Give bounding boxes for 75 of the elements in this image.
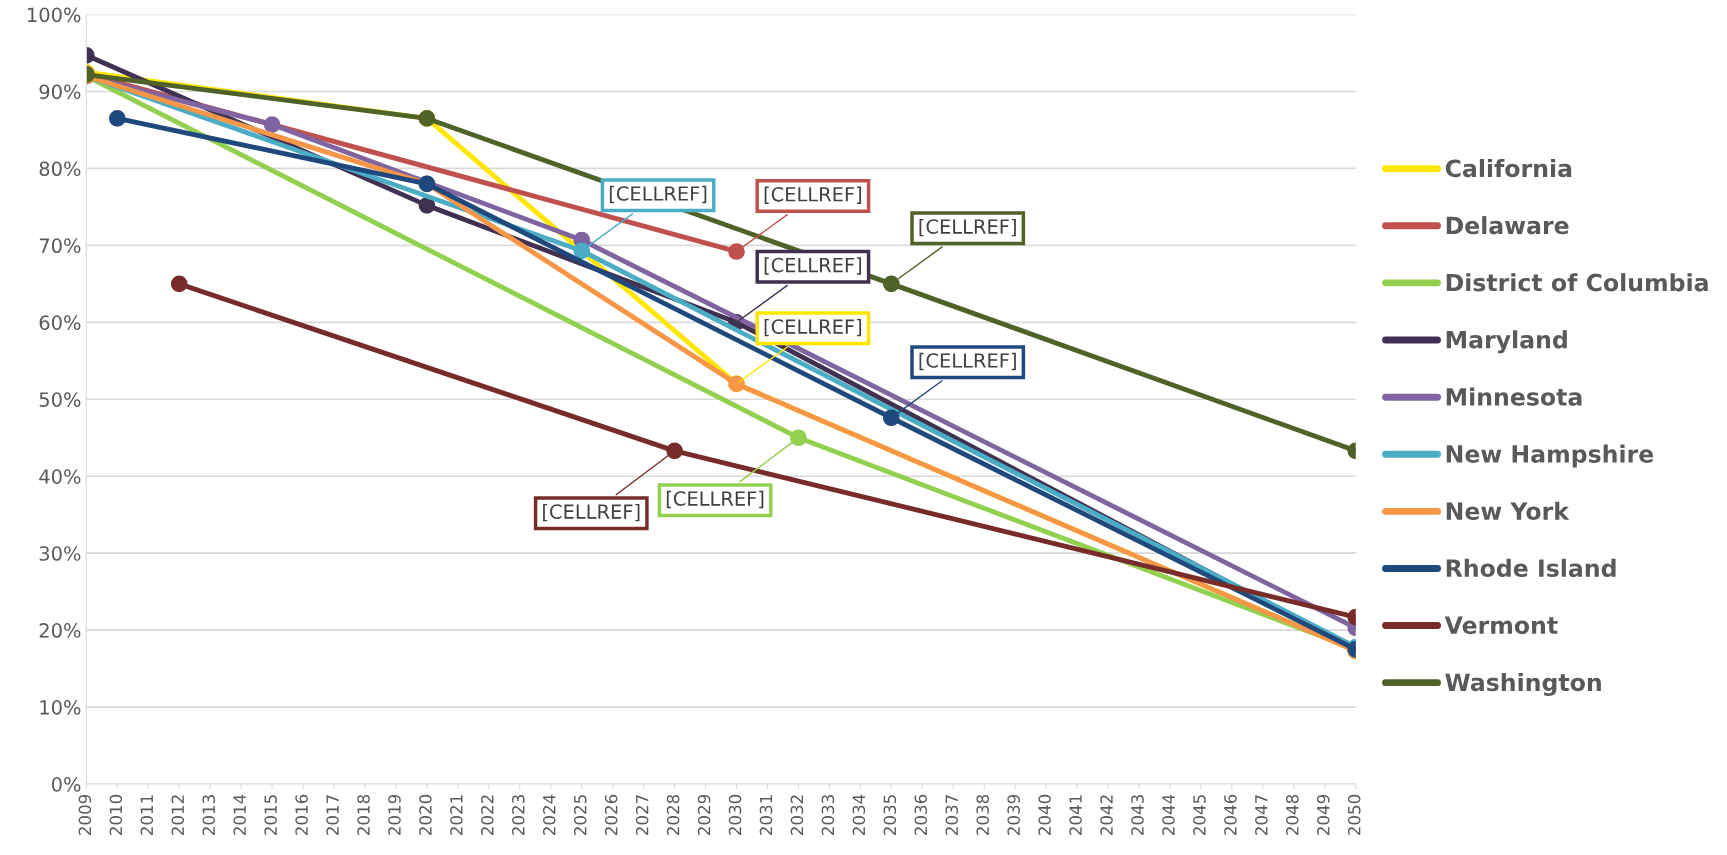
- x-tick-label: 2050: [1347, 794, 1361, 835]
- point: [790, 429, 807, 447]
- x-tick-label: 2038: [976, 794, 990, 835]
- legend-label: New York: [1446, 501, 1570, 520]
- legend-label: Delaware: [1446, 216, 1569, 235]
- legend-label: District of Columbia: [1446, 273, 1708, 292]
- x-tick-label: 2035: [883, 795, 897, 835]
- x-tick-label: 2026: [604, 794, 618, 835]
- y-tick-label: 80%: [39, 161, 81, 177]
- y-tick-label: 70%: [39, 238, 81, 254]
- data-label: [CELLREF]: [764, 257, 862, 275]
- legend-label: New Hampshire: [1446, 444, 1654, 468]
- x-tick-label: 2010: [109, 794, 123, 835]
- x-tick-label: 2012: [171, 795, 185, 835]
- x-tick-label: 2049: [1316, 794, 1330, 835]
- y-tick-label: 10%: [40, 700, 81, 715]
- x-tick-label: 2044: [1162, 794, 1175, 835]
- legend-label: Rhode Island: [1446, 558, 1616, 578]
- x-tick-label: 2013: [202, 795, 216, 835]
- x-tick-label: 2025: [573, 795, 587, 835]
- legend-label: Washington: [1445, 672, 1601, 696]
- data-label: [CELLREF]: [919, 218, 1016, 237]
- data-label: [CELLREF]: [764, 318, 862, 337]
- y-tick-label: 0%: [51, 776, 81, 792]
- x-tick-label: 2033: [821, 795, 835, 835]
- data-label: [CELLREF]: [666, 490, 764, 509]
- legend-label: California: [1445, 159, 1572, 178]
- x-tick-label: 2046: [1224, 794, 1237, 835]
- x-tick-label: 2028: [666, 794, 680, 835]
- x-tick-label: 2048: [1286, 794, 1299, 835]
- x-tick-label: 2029: [697, 794, 711, 835]
- y-tick-label: 100%: [28, 7, 81, 23]
- x-tick-label: 2015: [264, 795, 277, 835]
- legend-label: Minnesota: [1446, 387, 1582, 406]
- x-tick-label: 2032: [790, 795, 804, 835]
- legend-label: Maryland: [1446, 330, 1567, 354]
- legend-label: Vermont: [1444, 616, 1558, 635]
- x-tick-label: 2047: [1255, 795, 1268, 835]
- data-label: [CELLREF]: [764, 186, 862, 204]
- y-tick-label: 30%: [39, 546, 81, 561]
- data-label: [CELLREF]: [919, 352, 1016, 371]
- x-tick-label: 2037: [945, 795, 959, 835]
- y-tick-label: 60%: [39, 315, 81, 330]
- x-tick-label: 2024: [542, 794, 556, 835]
- x-tick-label: 2009: [78, 794, 92, 835]
- x-tick-label: 2021: [450, 795, 463, 835]
- x-tick-label: 2040: [1038, 794, 1051, 835]
- x-tick-label: 2039: [1007, 794, 1020, 835]
- x-tick-label: 2045: [1193, 795, 1206, 835]
- x-tick-label: 2043: [1131, 795, 1144, 835]
- x-tick-label: 2034: [852, 794, 866, 835]
- x-tick-label: 2014: [233, 794, 246, 835]
- data-label: [CELLREF]: [543, 503, 640, 522]
- y-tick-label: 90%: [39, 84, 81, 100]
- x-tick-label: 2041: [1069, 795, 1082, 835]
- point: [882, 409, 900, 427]
- x-tick-label: 2027: [635, 795, 649, 835]
- x-tick-label: 2019: [388, 794, 401, 835]
- x-tick-label: 2031: [759, 795, 773, 835]
- point: [418, 197, 436, 214]
- x-tick-label: 2016: [295, 794, 308, 835]
- y-tick-label: 50%: [39, 392, 81, 407]
- y-tick-label: 20%: [39, 623, 81, 638]
- x-tick-label: 2023: [512, 795, 525, 835]
- x-tick-label: 2036: [914, 794, 928, 835]
- x-tick-label: 2018: [357, 794, 370, 835]
- y-tick-label: 40%: [39, 469, 81, 484]
- x-tick-label: 2042: [1100, 795, 1113, 835]
- x-tick-label: 2011: [140, 795, 154, 835]
- data-label: [CELLREF]: [609, 185, 707, 204]
- x-tick-label: 2020: [419, 794, 432, 835]
- x-tick-label: 2030: [728, 794, 742, 835]
- x-tick-label: 2022: [481, 795, 494, 835]
- point: [666, 442, 683, 460]
- x-tick-label: 2017: [326, 795, 339, 835]
